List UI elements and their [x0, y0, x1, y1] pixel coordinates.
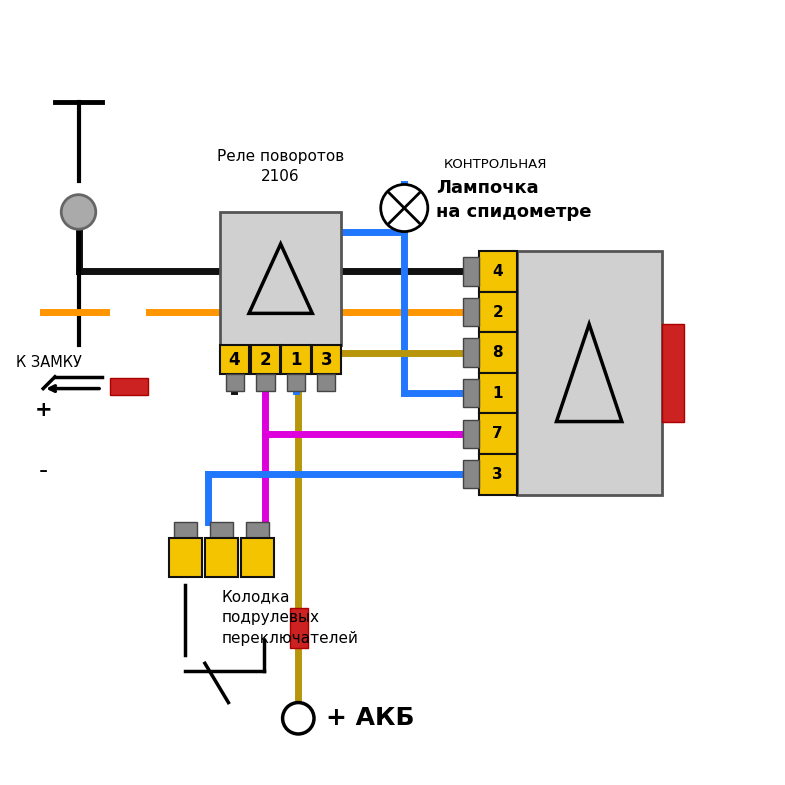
- Text: подрулевых: подрулевых: [221, 610, 319, 625]
- Bar: [662, 324, 684, 422]
- Text: К ЗАМКУ: К ЗАМКУ: [16, 355, 82, 371]
- Bar: [479, 251, 517, 292]
- Text: 3: 3: [321, 351, 333, 368]
- Bar: [479, 332, 517, 373]
- Text: 7: 7: [492, 426, 503, 441]
- Bar: [517, 251, 662, 495]
- Text: 2: 2: [259, 351, 271, 368]
- Text: на спидометре: на спидометре: [436, 203, 591, 221]
- Bar: [241, 538, 274, 577]
- Text: 1: 1: [290, 351, 301, 368]
- Text: Реле поворотов: Реле поворотов: [217, 149, 345, 165]
- Bar: [479, 373, 517, 414]
- Text: КОНТРОЛЬНАЯ: КОНТРОЛЬНАЯ: [444, 159, 547, 171]
- Bar: [463, 460, 479, 488]
- Bar: [220, 345, 249, 374]
- Text: 2106: 2106: [261, 169, 300, 184]
- Bar: [169, 538, 202, 577]
- Circle shape: [61, 195, 96, 229]
- Text: -: -: [38, 459, 48, 483]
- Bar: [250, 345, 279, 374]
- Text: Колодка: Колодка: [221, 589, 290, 604]
- Circle shape: [381, 184, 428, 232]
- Bar: [246, 522, 269, 538]
- Text: 4: 4: [228, 351, 240, 368]
- Text: Лампочка: Лампочка: [436, 180, 539, 197]
- Bar: [463, 379, 479, 407]
- Bar: [479, 414, 517, 454]
- Bar: [220, 212, 341, 345]
- Text: 2: 2: [492, 305, 503, 319]
- Bar: [479, 292, 517, 332]
- Bar: [463, 298, 479, 327]
- Text: 3: 3: [492, 467, 503, 482]
- Bar: [110, 378, 148, 395]
- Bar: [463, 338, 479, 367]
- Bar: [479, 454, 517, 495]
- Text: переключателей: переключателей: [221, 631, 358, 646]
- Bar: [312, 345, 341, 374]
- Text: 4: 4: [492, 264, 503, 279]
- Text: 1: 1: [492, 385, 503, 400]
- Bar: [290, 608, 308, 648]
- Bar: [463, 257, 479, 286]
- Bar: [256, 374, 275, 391]
- Circle shape: [283, 703, 314, 734]
- Bar: [287, 374, 305, 391]
- Bar: [317, 374, 335, 391]
- Text: +: +: [35, 400, 52, 420]
- Bar: [281, 345, 311, 374]
- Bar: [205, 538, 238, 577]
- Text: 8: 8: [492, 345, 503, 360]
- Bar: [463, 419, 479, 448]
- Text: + АКБ: + АКБ: [326, 706, 414, 730]
- Bar: [226, 374, 244, 391]
- Bar: [210, 522, 233, 538]
- Bar: [173, 522, 197, 538]
